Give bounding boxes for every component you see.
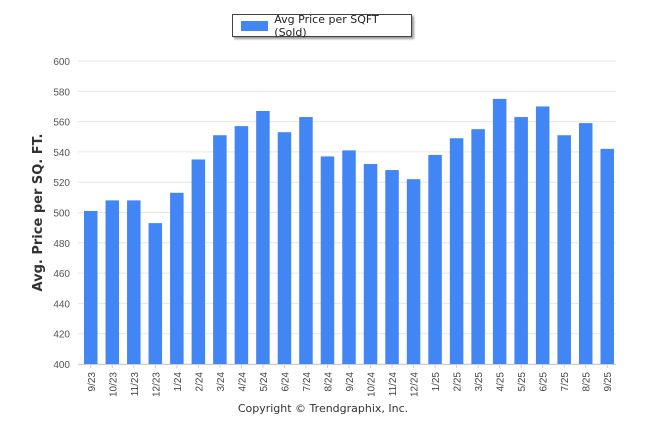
x-tick-label: 5/24 (259, 372, 270, 392)
bar (277, 132, 292, 364)
bar (256, 110, 270, 365)
bar (84, 210, 98, 364)
bar (213, 135, 227, 364)
x-tick-label: 9/23 (87, 372, 98, 392)
bar (234, 126, 249, 365)
x-tick-label: 1/25 (431, 372, 442, 392)
x-tick-label: 6/24 (280, 372, 291, 392)
y-tick-label: 540 (53, 148, 70, 159)
bar (492, 98, 507, 364)
bar (148, 223, 163, 364)
x-tick-label: 2/24 (194, 372, 205, 392)
x-tick-label: 4/24 (237, 372, 248, 392)
x-tick-label: 8/24 (323, 372, 334, 392)
legend-label: Avg Price per SQFT (Sold) (274, 12, 379, 39)
x-tick-label: 1/24 (173, 372, 184, 392)
y-tick-label: 400 (53, 360, 70, 371)
bar (428, 154, 442, 364)
x-tick-label: 8/25 (582, 372, 593, 392)
legend[interactable]: Avg Price per SQFT (Sold) (232, 12, 412, 39)
bar (385, 170, 399, 364)
y-tick-label: 520 (53, 178, 70, 189)
x-tick-label: 11/24 (388, 372, 399, 397)
bar (342, 150, 356, 364)
copyright: Copyright © Trendgraphix, Inc. (237, 402, 409, 415)
y-tick-label: 560 (53, 118, 70, 129)
x-tick-label: 3/25 (474, 372, 485, 392)
x-tick-label: 7/25 (560, 372, 571, 392)
y-tick-label: 420 (53, 330, 70, 341)
bar (406, 179, 421, 364)
x-tick-label: 6/25 (539, 372, 550, 392)
bar (578, 123, 593, 365)
x-tick-label: 12/23 (151, 372, 162, 397)
x-tick-label: 9/24 (345, 372, 356, 392)
bar (449, 138, 464, 364)
y-tick-label: 460 (53, 269, 70, 280)
bar (191, 159, 206, 364)
bar (471, 129, 485, 364)
y-tick-label: 600 (53, 57, 70, 68)
x-tick-label: 10/23 (108, 372, 119, 397)
x-tick-label: 11/23 (130, 372, 141, 397)
y-tick-label: 440 (53, 299, 70, 310)
y-tick-label: 480 (53, 239, 70, 250)
bar (535, 106, 550, 364)
y-tick-label: 500 (53, 209, 70, 220)
bar (105, 200, 120, 364)
bar (363, 164, 378, 364)
x-tick-label: 5/25 (517, 372, 528, 392)
bar (557, 135, 571, 364)
y-axis-title: Avg. Price per SQ. FT. (31, 134, 46, 292)
bar (600, 148, 614, 364)
x-tick-label: 10/24 (367, 372, 378, 397)
x-tick-label: 7/24 (302, 372, 313, 392)
bar (299, 117, 313, 365)
y-tick-label: 580 (53, 87, 70, 98)
bar (170, 192, 184, 364)
x-tick-label: 4/25 (496, 372, 507, 392)
bar (127, 200, 141, 364)
x-tick-label: 2/25 (453, 372, 464, 392)
x-tick-label: 3/24 (216, 372, 227, 392)
legend-swatch (241, 20, 269, 31)
bar (514, 117, 528, 365)
x-tick-label: 9/25 (603, 372, 614, 392)
bar (320, 156, 335, 364)
x-tick-label: 12/24 (410, 372, 421, 397)
